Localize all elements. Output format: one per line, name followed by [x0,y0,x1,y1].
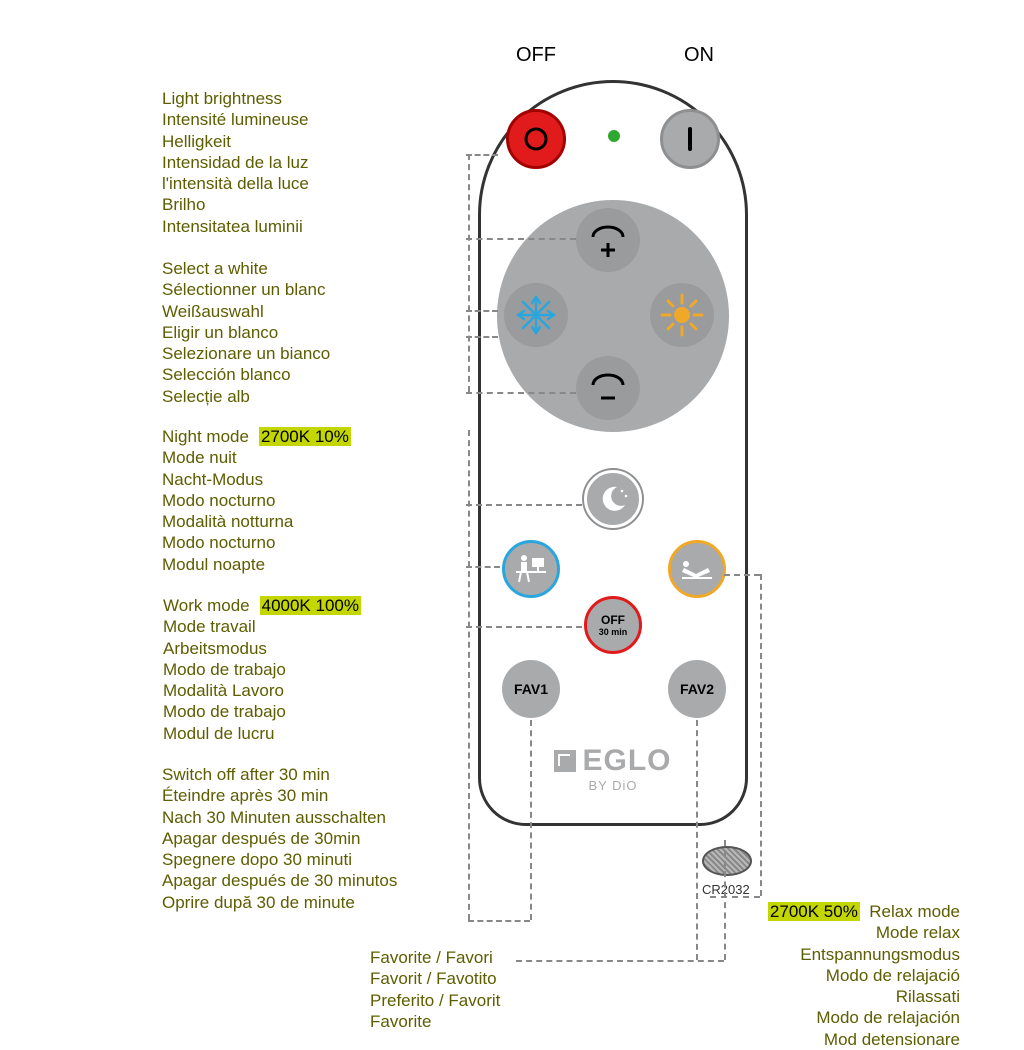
night-mode-labels: Night mode2700K 10%Mode nuitNacht-ModusM… [162,426,351,575]
off-button[interactable] [506,109,566,169]
fav1-button[interactable]: FAV1 [502,660,560,718]
night-mode-button[interactable] [584,470,642,528]
fav1-text: FAV1 [514,681,548,697]
brightness-down-button[interactable] [576,356,640,420]
timer-button[interactable]: OFF 30 min [584,596,642,654]
dim-plus-icon [583,215,633,265]
snowflake-icon [514,293,558,337]
status-led [608,130,620,142]
moon-icon [595,481,631,517]
battery-icon [702,846,752,876]
select-white-labels: Select a whiteSélectionner un blancWeißa… [162,258,330,407]
relax-mode-button[interactable] [668,540,726,598]
power-off-icon [520,123,552,155]
on-button[interactable] [660,109,720,169]
sun-icon [660,293,704,337]
on-label: ON [684,44,714,67]
favorite-labels: Favorite / FavoriFavorit / FavotitoPrefe… [370,947,500,1032]
dim-minus-icon [583,363,633,413]
work-mode-labels: Work mode4000K 100%Mode travailArbeitsmo… [163,595,361,744]
timer-text-1: OFF [601,613,625,627]
brightness-up-button[interactable] [576,208,640,272]
off-label: OFF [516,44,556,67]
brand-main: EGLO [582,744,671,777]
timer-text-2: 30 min [599,627,628,637]
power-on-icon [674,123,706,155]
fav2-button[interactable]: FAV2 [668,660,726,718]
work-mode-button[interactable] [502,540,560,598]
desk-icon [512,550,550,588]
brand-logo: EGLO BY DiO [533,744,693,793]
recline-icon [678,550,716,588]
timer-labels: Switch off after 30 minÉteindre après 30… [162,764,397,913]
brand-sub: BY DiO [533,778,693,793]
warm-white-button[interactable] [650,283,714,347]
diagram-canvas: OFF ON [0,0,1024,1024]
cool-white-button[interactable] [504,283,568,347]
fav2-text: FAV2 [680,681,714,697]
relax-mode-labels: 2700K 50% Relax modeMode relaxEntspannun… [768,901,960,1050]
brightness-labels: Light brightnessIntensité lumineuseHelli… [162,88,309,237]
